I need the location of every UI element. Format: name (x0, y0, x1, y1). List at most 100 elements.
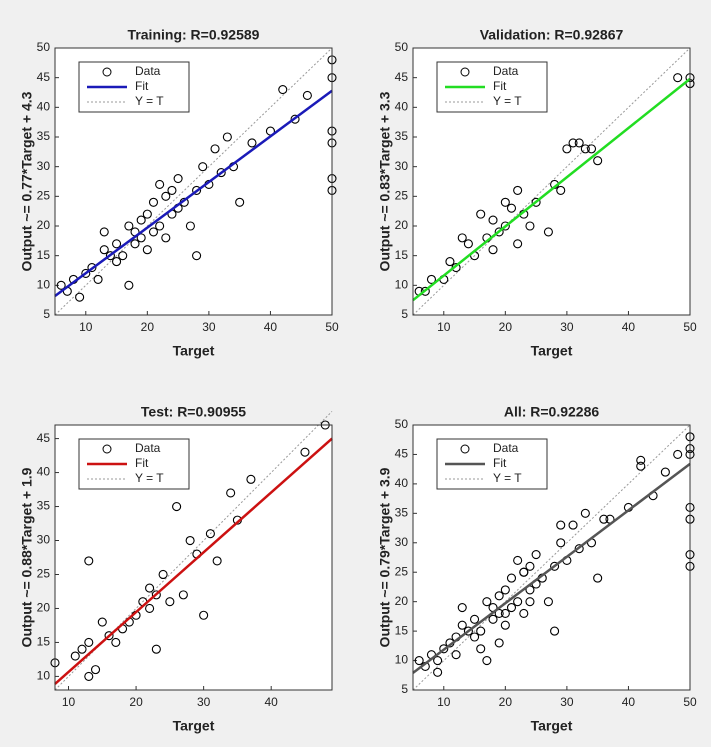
data-point (124, 280, 134, 290)
data-point (222, 132, 232, 142)
data-point (488, 215, 498, 225)
data-point (216, 168, 226, 178)
legend-label: Fit (493, 79, 507, 93)
data-point (87, 262, 97, 273)
legend-box (78, 61, 190, 113)
y-tick-label: 50 (37, 40, 51, 54)
data-point (580, 144, 590, 154)
data-point (488, 614, 498, 624)
data-point (531, 197, 541, 207)
data-point (246, 474, 256, 484)
data-point (426, 274, 437, 284)
y-tick-label: 30 (37, 533, 51, 547)
data-point (513, 555, 523, 565)
data-point (300, 447, 310, 457)
y-tick-label: 35 (395, 129, 409, 143)
x-tick-label: 40 (622, 695, 636, 709)
data-point (136, 233, 146, 243)
legend-label: Data (493, 441, 519, 455)
chart-title: Validation: R=0.92867 (480, 27, 624, 43)
data-point (142, 245, 152, 255)
y-tick-label: 40 (395, 476, 409, 490)
y-tick-label: 50 (395, 417, 409, 431)
data-point (476, 626, 486, 636)
data-point (172, 501, 182, 512)
plot-frame (54, 424, 333, 691)
data-point (445, 257, 455, 267)
x-tick-label: 30 (202, 320, 216, 334)
legend-label: Fit (493, 456, 507, 470)
data-point (525, 597, 535, 607)
y-tick-label: 25 (395, 189, 409, 203)
plot-frame (412, 424, 691, 691)
data-point (205, 529, 215, 539)
legend-label: Data (135, 64, 161, 78)
x-tick-label: 20 (129, 695, 143, 709)
chart-title: Test: R=0.90955 (141, 404, 246, 420)
y-tick-label: 20 (395, 594, 409, 608)
data-point (124, 221, 134, 231)
data-point (173, 173, 183, 184)
y-tick-label: 45 (37, 431, 51, 445)
data-point (525, 561, 535, 571)
data-point (290, 114, 300, 124)
data-point (513, 185, 523, 195)
y-tick-label: 5 (401, 682, 408, 696)
x-tick-label: 20 (499, 320, 513, 334)
data-point (155, 179, 165, 190)
legend-label: Y = T (493, 471, 522, 485)
fit-line (412, 77, 691, 302)
y-axis-label: Output ~= 0.77*Target + 4.3 (19, 91, 35, 271)
data-point (433, 656, 443, 666)
data-point (519, 567, 529, 577)
y-tick-label: 10 (395, 278, 409, 292)
y-tick-label: 15 (395, 248, 409, 262)
y-tick-label: 25 (37, 567, 51, 581)
data-point (476, 644, 486, 654)
data-point (99, 245, 109, 255)
data-point (457, 620, 467, 630)
data-point (568, 138, 578, 148)
y-tick-label: 20 (395, 218, 409, 232)
data-point (99, 227, 109, 237)
y-tick-label: 10 (37, 669, 51, 683)
data-point (519, 608, 529, 618)
y-tick-label: 40 (37, 100, 51, 114)
data-point (210, 144, 220, 154)
data-point (165, 597, 175, 607)
y-tick-label: 35 (37, 129, 51, 143)
y-tick-label: 40 (395, 100, 409, 114)
data-point (185, 535, 195, 546)
legend-marker (460, 444, 470, 454)
data-point (420, 286, 430, 296)
data-point (470, 614, 480, 624)
legend-label: Y = T (135, 94, 164, 108)
data-point (148, 227, 159, 237)
data-point (593, 573, 603, 583)
data-point (494, 227, 504, 237)
data-point (56, 280, 66, 290)
data-point (151, 644, 161, 654)
data-point (93, 274, 103, 284)
data-point (494, 638, 504, 648)
x-tick-label: 30 (560, 695, 574, 709)
data-point (599, 514, 609, 524)
data-point (482, 597, 492, 607)
data-point (111, 637, 121, 647)
x-axis-label: Target (531, 343, 573, 359)
x-tick-label: 10 (79, 320, 93, 334)
legend-label: Y = T (135, 471, 164, 485)
data-point (136, 215, 146, 225)
legend-label: Data (493, 64, 519, 78)
y-axis-label: Output ~= 0.83*Target + 3.3 (377, 91, 393, 271)
data-point (104, 631, 114, 641)
y-tick-label: 35 (37, 499, 51, 513)
y-tick-label: 15 (395, 623, 409, 637)
y-tick-label: 35 (395, 506, 409, 520)
x-tick-label: 10 (437, 320, 451, 334)
data-point (556, 185, 566, 195)
data-point (482, 656, 492, 666)
chart-title: All: R=0.92286 (504, 404, 600, 420)
y-tick-label: 45 (395, 447, 409, 461)
